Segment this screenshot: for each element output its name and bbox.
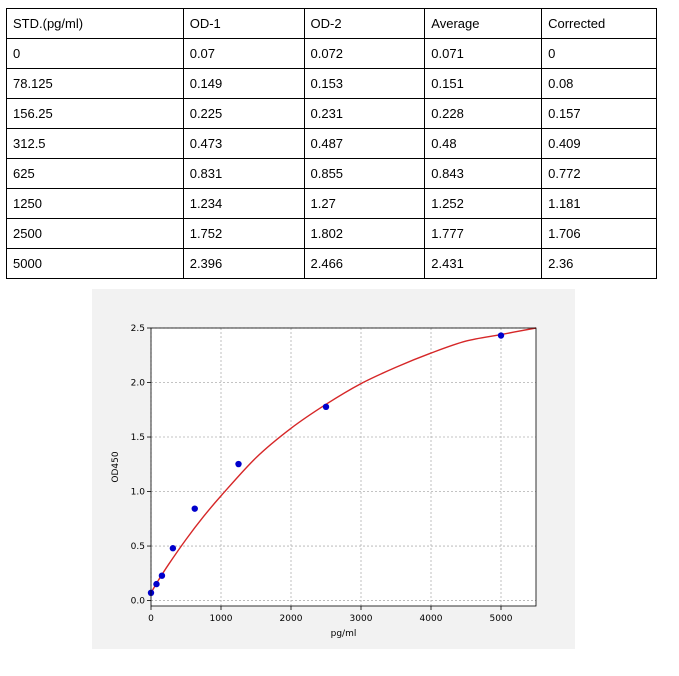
table-cell: 1.752 (182, 218, 305, 249)
table-cell: 0.855 (303, 158, 426, 189)
table-row: 625 0.831 0.855 0.843 0.772 (6, 158, 657, 189)
y-tick-label: 1.0 (131, 488, 146, 498)
table-header-row: STD.(pg/ml) OD-1 OD-2 Average Corrected (6, 8, 657, 39)
table-cell: 0.08 (541, 68, 657, 99)
table-cell: 0.772 (541, 158, 657, 189)
table-cell: 0.231 (303, 98, 426, 129)
table-row: 78.125 0.149 0.153 0.151 0.08 (6, 68, 657, 99)
y-tick-label: 0.5 (131, 542, 145, 552)
table-cell: 0.149 (182, 68, 305, 99)
table-cell: 625 (6, 158, 184, 189)
table-cell: 0.831 (182, 158, 305, 189)
x-tick-label: 1000 (210, 614, 233, 624)
table-cell: 1.181 (541, 188, 657, 219)
plot-frame (150, 327, 537, 607)
column-header: Corrected (541, 8, 657, 39)
table-cell: 5000 (6, 248, 184, 279)
x-tick-label: 4000 (420, 614, 443, 624)
y-axis-label: OD450 (111, 451, 121, 482)
table-cell: 0.157 (541, 98, 657, 129)
table-cell: 0.153 (303, 68, 426, 99)
table-cell: 0.487 (303, 128, 426, 159)
table-cell: 1.706 (541, 218, 657, 249)
data-point (497, 332, 505, 339)
x-tick-label: 2000 (280, 614, 303, 624)
table-cell: 1.27 (303, 188, 426, 219)
table-cell: 0.409 (541, 128, 657, 159)
plot-area (151, 328, 536, 606)
table-cell: 0.072 (303, 38, 426, 69)
data-point (169, 545, 177, 552)
table-cell: 1.777 (424, 218, 543, 249)
table-cell: 0.151 (424, 68, 543, 99)
y-tick-label: 2.5 (131, 324, 145, 334)
x-tick-label: 0 (148, 614, 154, 624)
table-cell: 0.48 (424, 128, 543, 159)
table-cell: 1.802 (303, 218, 426, 249)
table-row: 0 0.07 0.072 0.071 0 (6, 38, 657, 69)
table-cell: 2500 (6, 218, 184, 249)
table-row: 2500 1.752 1.802 1.777 1.706 (6, 218, 657, 249)
table-cell: 156.25 (6, 98, 184, 129)
x-axis-label: pg/ml (331, 629, 357, 639)
table-cell: 0.07 (182, 38, 305, 69)
y-tick-label: 0.0 (131, 597, 146, 607)
table-cell: 1.234 (182, 188, 305, 219)
table-row: 156.25 0.225 0.231 0.228 0.157 (6, 98, 657, 129)
column-header: Average (424, 8, 543, 39)
table-row: 5000 2.396 2.466 2.431 2.36 (6, 248, 657, 279)
x-tick-label: 5000 (490, 614, 513, 624)
table-cell: 0.225 (182, 98, 305, 129)
data-point (153, 580, 160, 588)
table-cell: 78.125 (6, 68, 184, 99)
fit-curve (150, 327, 537, 594)
table-cell: 1.252 (424, 188, 543, 219)
data-point (235, 460, 242, 468)
data-point (158, 572, 166, 579)
standard-curve-chart: 0 1000 2000 3000 4000 5000 0.0 0.5 1.0 1.5 2.0 2.5 p… (111, 324, 537, 639)
standard-table: STD.(pg/ml) OD-1 OD-2 Average Corrected 0 0.07… (6, 8, 657, 279)
table-row: 1250 1.234 1.27 1.252 1.181 (6, 188, 657, 219)
data-point (191, 505, 198, 512)
y-tick-label: 1.5 (131, 433, 145, 443)
table-cell: 2.466 (303, 248, 426, 279)
table-cell: 2.36 (541, 248, 657, 279)
column-header: STD.(pg/ml) (6, 8, 184, 39)
standard-curve-panel: 0 1000 2000 3000 4000 5000 0.0 0.5 1.0 1.5 2.0 2.5 p… (92, 289, 575, 649)
column-header: OD-2 (303, 8, 426, 39)
standard-table-body: STD.(pg/ml) OD-1 OD-2 Average Corrected 0 0.07… (6, 8, 657, 279)
table-cell: 0.071 (424, 38, 543, 69)
table-cell: 2.396 (182, 248, 305, 279)
table-cell: 2.431 (424, 248, 543, 279)
table-cell: 0 (6, 38, 184, 69)
column-header: OD-1 (182, 8, 305, 39)
x-tick-label: 3000 (350, 614, 373, 624)
table-cell: 0.843 (424, 158, 543, 189)
data-point (322, 403, 330, 411)
y-tick-label: 2.0 (131, 379, 146, 389)
table-cell: 1250 (6, 188, 184, 219)
table-cell: 312.5 (6, 128, 184, 159)
table-cell: 0.228 (424, 98, 543, 129)
table-row: 312.5 0.473 0.487 0.48 0.409 (6, 128, 657, 159)
table-cell: 0 (541, 38, 657, 69)
table-cell: 0.473 (182, 128, 305, 159)
